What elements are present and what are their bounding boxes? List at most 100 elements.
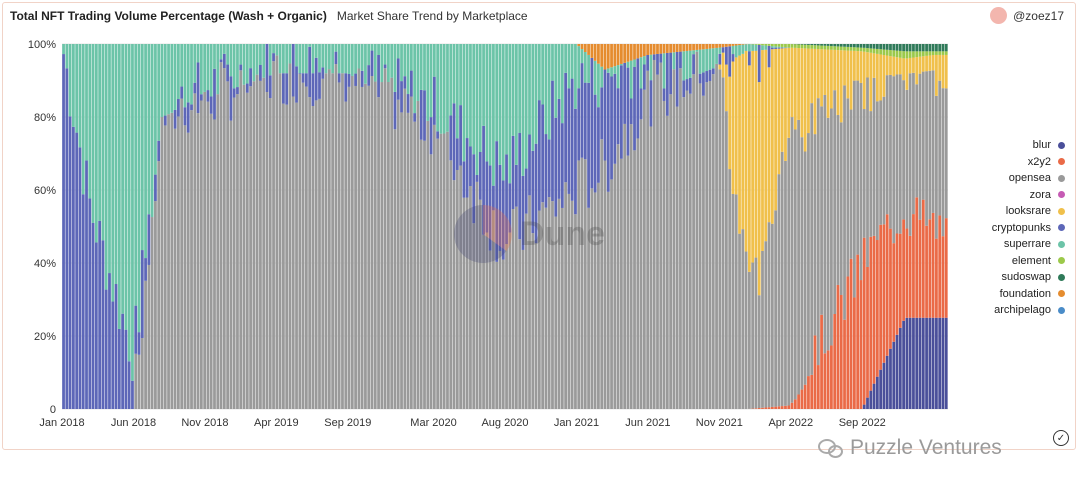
bar-segment-opensea[interactable] — [734, 194, 738, 409]
bar-segment-sudoswap[interactable] — [928, 44, 932, 52]
bar-segment-x2y2[interactable] — [770, 406, 774, 409]
bar-segment-x2y2[interactable] — [830, 345, 833, 409]
bar-segment-superrare[interactable] — [560, 44, 564, 124]
bar-segment-x2y2[interactable] — [852, 297, 856, 409]
bar-segment-foundation[interactable] — [672, 44, 676, 53]
bar-segment-superrare[interactable] — [465, 44, 469, 139]
bar-segment-element[interactable] — [849, 47, 853, 51]
bar-segment-cryptopunks[interactable] — [173, 109, 177, 129]
bar-segment-cryptopunks[interactable] — [728, 46, 732, 77]
bar-segment-looksrare[interactable] — [757, 82, 761, 296]
bar-segment-blur[interactable] — [866, 397, 869, 409]
bar-segment-opensea[interactable] — [432, 124, 436, 409]
bar-segment-superrare[interactable] — [252, 44, 256, 82]
bar-segment-superrare[interactable] — [488, 44, 492, 166]
bar-segment-opensea[interactable] — [236, 94, 239, 409]
bar-segment-superrare[interactable] — [186, 44, 190, 103]
bar-segment-superrare[interactable] — [94, 44, 98, 243]
bar-segment-opensea[interactable] — [816, 98, 820, 366]
bar-segment-superrare[interactable] — [432, 44, 436, 77]
bar-segment-opensea[interactable] — [157, 161, 161, 409]
bar-segment-x2y2[interactable] — [938, 215, 942, 318]
bar-segment-blur[interactable] — [915, 317, 919, 409]
bar-segment-cryptopunks[interactable] — [360, 70, 364, 87]
bar-segment-x2y2[interactable] — [859, 280, 863, 409]
bar-segment-looksrare[interactable] — [902, 58, 905, 81]
bar-segment-superrare[interactable] — [423, 44, 426, 91]
bar-segment-superrare[interactable] — [583, 51, 587, 83]
bar-segment-superrare[interactable] — [137, 44, 141, 333]
bar-segment-element[interactable] — [895, 50, 899, 58]
bar-segment-x2y2[interactable] — [826, 350, 830, 409]
bar-segment-opensea[interactable] — [623, 123, 627, 409]
bar-segment-looksrare[interactable] — [744, 50, 748, 252]
bar-segment-x2y2[interactable] — [882, 224, 886, 363]
bar-segment-x2y2[interactable] — [774, 406, 778, 409]
bar-segment-sudoswap[interactable] — [807, 44, 810, 45]
bar-segment-cryptopunks[interactable] — [777, 47, 781, 49]
bar-segment-cryptopunks[interactable] — [111, 301, 115, 409]
bar-segment-opensea[interactable] — [892, 76, 896, 244]
bar-segment-cryptopunks[interactable] — [114, 284, 118, 409]
bar-segment-superrare[interactable] — [226, 44, 230, 65]
bar-segment-sudoswap[interactable] — [908, 44, 912, 52]
bar-segment-superrare[interactable] — [331, 44, 335, 74]
bar-segment-superrare[interactable] — [249, 44, 252, 69]
bar-segment-opensea[interactable] — [652, 59, 656, 410]
bar-segment-opensea[interactable] — [311, 105, 315, 410]
bar-segment-opensea[interactable] — [754, 257, 758, 409]
bar-segment-blur[interactable] — [898, 327, 902, 409]
bar-segment-opensea[interactable] — [718, 69, 722, 409]
bar-segment-opensea[interactable] — [688, 93, 692, 409]
bar-segment-element[interactable] — [852, 47, 856, 51]
bar-segment-looksrare[interactable] — [843, 50, 846, 86]
bar-segment-opensea[interactable] — [291, 96, 295, 409]
bar-segment-cryptopunks[interactable] — [649, 80, 653, 127]
bar-segment-superrare[interactable] — [101, 44, 105, 241]
bar-segment-superrare[interactable] — [213, 44, 216, 69]
bar-segment-superrare[interactable] — [544, 44, 548, 135]
bar-segment-opensea[interactable] — [524, 213, 528, 409]
bar-segment-opensea[interactable] — [731, 193, 735, 409]
bar-segment-cryptopunks[interactable] — [544, 134, 548, 208]
bar-segment-superrare[interactable] — [534, 44, 538, 144]
bar-segment-opensea[interactable] — [449, 160, 453, 409]
bar-segment-opensea[interactable] — [895, 74, 899, 234]
bar-segment-sudoswap[interactable] — [918, 44, 922, 52]
bar-segment-cryptopunks[interactable] — [508, 183, 512, 233]
bar-segment-superrare[interactable] — [692, 50, 695, 55]
bar-segment-superrare[interactable] — [232, 44, 236, 89]
bar-segment-x2y2[interactable] — [800, 389, 804, 409]
bar-segment-opensea[interactable] — [912, 72, 915, 215]
bar-segment-looksrare[interactable] — [856, 51, 860, 81]
bar-segment-opensea[interactable] — [528, 195, 531, 409]
bar-segment-sudoswap[interactable] — [846, 44, 850, 47]
bar-segment-opensea[interactable] — [357, 68, 361, 409]
bar-segment-superrare[interactable] — [91, 44, 95, 223]
bar-segment-cryptopunks[interactable] — [652, 54, 656, 60]
bar-segment-opensea[interactable] — [564, 182, 567, 409]
bar-segment-cryptopunks[interactable] — [265, 44, 269, 92]
bar-segment-opensea[interactable] — [222, 68, 226, 409]
bar-segment-cryptopunks[interactable] — [134, 305, 138, 354]
bar-segment-x2y2[interactable] — [793, 399, 797, 409]
bar-segment-foundation[interactable] — [738, 44, 741, 46]
bar-segment-superrare[interactable] — [452, 44, 456, 104]
bar-segment-opensea[interactable] — [370, 75, 374, 410]
bar-segment-superrare[interactable] — [364, 44, 367, 84]
bar-segment-opensea[interactable] — [492, 210, 495, 409]
bar-segment-opensea[interactable] — [928, 70, 932, 220]
bar-segment-cryptopunks[interactable] — [101, 240, 105, 409]
bar-segment-cryptopunks[interactable] — [75, 132, 79, 409]
bar-segment-cryptopunks[interactable] — [498, 164, 502, 251]
bar-segment-opensea[interactable] — [537, 210, 541, 409]
bar-segment-opensea[interactable] — [354, 85, 357, 409]
bar-segment-cryptopunks[interactable] — [524, 168, 528, 214]
bar-segment-opensea[interactable] — [574, 214, 577, 409]
bar-segment-opensea[interactable] — [511, 209, 515, 409]
bar-segment-x2y2[interactable] — [912, 214, 915, 318]
bar-segment-superrare[interactable] — [718, 47, 722, 54]
bar-segment-opensea[interactable] — [508, 232, 512, 409]
bar-segment-sudoswap[interactable] — [925, 44, 928, 52]
bar-segment-cryptopunks[interactable] — [367, 65, 371, 86]
